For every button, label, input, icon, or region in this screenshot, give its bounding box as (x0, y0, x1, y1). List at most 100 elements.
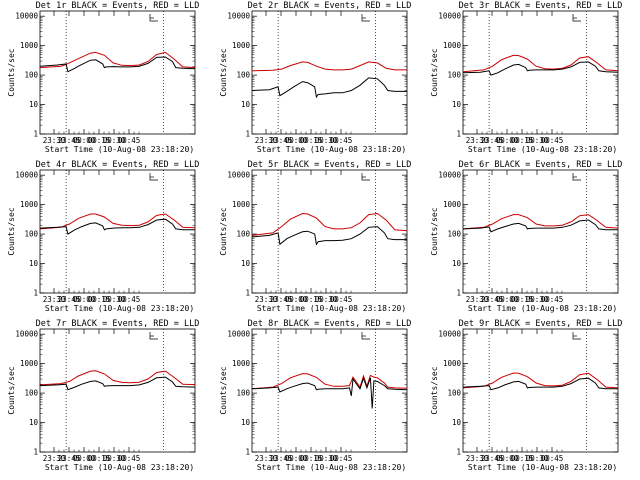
y-axis-label: Counts/sec (430, 366, 439, 414)
y-tick-label: 10000 (227, 330, 250, 339)
y-tick-label: 10 (452, 259, 462, 268)
x-tick-label: 00:45 (541, 295, 564, 304)
y-axis-label: Counts/sec (430, 207, 439, 255)
legend-bracket-icon (572, 14, 581, 22)
x-tick-label: 00:00 (73, 295, 96, 304)
x-tick-label: 00:00 (496, 136, 519, 145)
y-tick-label: 1 (33, 448, 38, 457)
lld-rate-line (462, 372, 619, 389)
detector-panel-4: Det 4r BLACK = Events, RED = LLD 1 10 100 10… (7, 160, 199, 313)
x-axis-label: Start Time (10-Aug-08 23:18:20) (468, 145, 617, 154)
y-tick-label: 10 (241, 100, 251, 109)
x-tick-label: 00:15 (511, 136, 534, 145)
lld-rate-line (462, 54, 619, 73)
y-tick-label: 10000 (227, 171, 250, 180)
detector-panel-8: Det 8r BLACK = Events, RED = LLD 1 10 100 10… (219, 319, 411, 472)
events-rate-line (39, 56, 196, 73)
panel-title: Det 3r BLACK = Events, RED = LLD (459, 1, 623, 11)
events-rate-line (39, 218, 195, 235)
x-tick-label: 00:15 (88, 295, 111, 304)
y-tick-label: 1 (245, 448, 250, 457)
y-tick-label: 100 (236, 230, 250, 239)
x-tick-label: 00:00 (285, 295, 308, 304)
legend-bracket-icon (149, 14, 158, 22)
plot-frame (462, 169, 619, 294)
x-tick-label: 00:45 (118, 136, 141, 145)
x-axis-label: Start Time (10-Aug-08 23:18:20) (257, 304, 406, 313)
x-tick-label: 00:30 (103, 295, 126, 304)
x-tick-label: 00:45 (330, 454, 353, 463)
x-tick-label: 00:15 (300, 136, 323, 145)
x-tick-label: 23:45 (481, 454, 504, 463)
y-tick-label: 100 (24, 71, 38, 80)
x-tick-label: 00:30 (315, 454, 338, 463)
x-tick-label: 00:00 (73, 454, 96, 463)
x-tick-label: 00:45 (330, 295, 353, 304)
y-tick-label: 10000 (227, 12, 250, 21)
events-rate-line (251, 226, 407, 246)
y-axis-label: Counts/sec (219, 207, 228, 255)
plot-frame (251, 328, 408, 453)
x-tick-label: 23:30 (255, 295, 278, 304)
y-axis-label: Counts/sec (7, 207, 16, 255)
x-tick-label: 00:15 (300, 454, 323, 463)
x-tick-label: 23:30 (43, 295, 66, 304)
legend-bracket-icon (572, 173, 581, 181)
x-tick-label: 00:00 (285, 136, 308, 145)
lld-rate-line (251, 212, 408, 236)
y-tick-label: 1000 (232, 41, 251, 50)
x-tick-label: 00:30 (526, 454, 549, 463)
x-tick-label: 00:45 (118, 295, 141, 304)
x-tick-label: 00:45 (541, 454, 564, 463)
x-tick-label: 23:30 (43, 136, 66, 145)
x-tick-label: 23:30 (466, 454, 489, 463)
panel-title: Det 8r BLACK = Events, RED = LLD (248, 319, 412, 329)
x-tick-label: 23:45 (270, 454, 293, 463)
y-tick-label: 10000 (15, 330, 38, 339)
legend-bracket-icon (361, 14, 370, 22)
y-tick-label: 1000 (20, 200, 39, 209)
x-tick-label: 00:45 (541, 136, 564, 145)
x-tick-label: 00:30 (103, 136, 126, 145)
panel-title: Det 1r BLACK = Events, RED = LLD (36, 1, 200, 11)
lld-rate-line (251, 373, 408, 390)
y-tick-label: 1 (33, 289, 38, 298)
y-tick-label: 1 (456, 448, 461, 457)
y-axis-label: Counts/sec (219, 48, 228, 96)
y-axis-label: Counts/sec (7, 48, 16, 96)
y-tick-label: 1000 (443, 359, 462, 368)
panel-title: Det 7r BLACK = Events, RED = LLD (36, 319, 200, 329)
x-axis-label: Start Time (10-Aug-08 23:18:20) (257, 145, 406, 154)
plot-frame (462, 10, 619, 135)
y-tick-label: 10 (29, 100, 39, 109)
events-rate-line (251, 77, 407, 99)
detector-panel-9: Det 9r BLACK = Events, RED = LLD 1 10 100 10… (430, 319, 622, 472)
x-tick-label: 00:30 (526, 295, 549, 304)
y-axis-label: Counts/sec (430, 48, 439, 96)
y-tick-label: 1000 (443, 200, 462, 209)
y-tick-label: 1000 (20, 359, 39, 368)
plot-frame (251, 169, 408, 294)
y-tick-label: 100 (24, 389, 38, 398)
events-rate-line (462, 61, 619, 76)
x-axis-label: Start Time (10-Aug-08 23:18:20) (257, 463, 406, 472)
x-tick-label: 00:15 (511, 295, 534, 304)
y-tick-label: 10000 (438, 12, 461, 21)
panel-title: Det 2r BLACK = Events, RED = LLD (248, 1, 412, 11)
detector-panel-1: Det 1r BLACK = Events, RED = LLD 1 10 100 10… (7, 1, 199, 154)
panel-title: Det 5r BLACK = Events, RED = LLD (248, 160, 412, 170)
lld-rate-line (462, 214, 619, 230)
y-tick-label: 10 (241, 418, 251, 427)
x-tick-label: 00:15 (88, 136, 111, 145)
legend-bracket-icon (149, 173, 158, 181)
y-tick-label: 10000 (15, 12, 38, 21)
x-axis-label: Start Time (10-Aug-08 23:18:20) (468, 463, 617, 472)
events-rate-line (462, 219, 618, 233)
x-tick-label: 00:45 (330, 136, 353, 145)
events-rate-line (251, 376, 408, 409)
panel-title: Det 6r BLACK = Events, RED = LLD (459, 160, 623, 170)
y-tick-label: 10 (241, 259, 251, 268)
lld-rate-line (39, 51, 196, 69)
plot-frame (39, 328, 196, 453)
x-tick-label: 00:30 (315, 136, 338, 145)
